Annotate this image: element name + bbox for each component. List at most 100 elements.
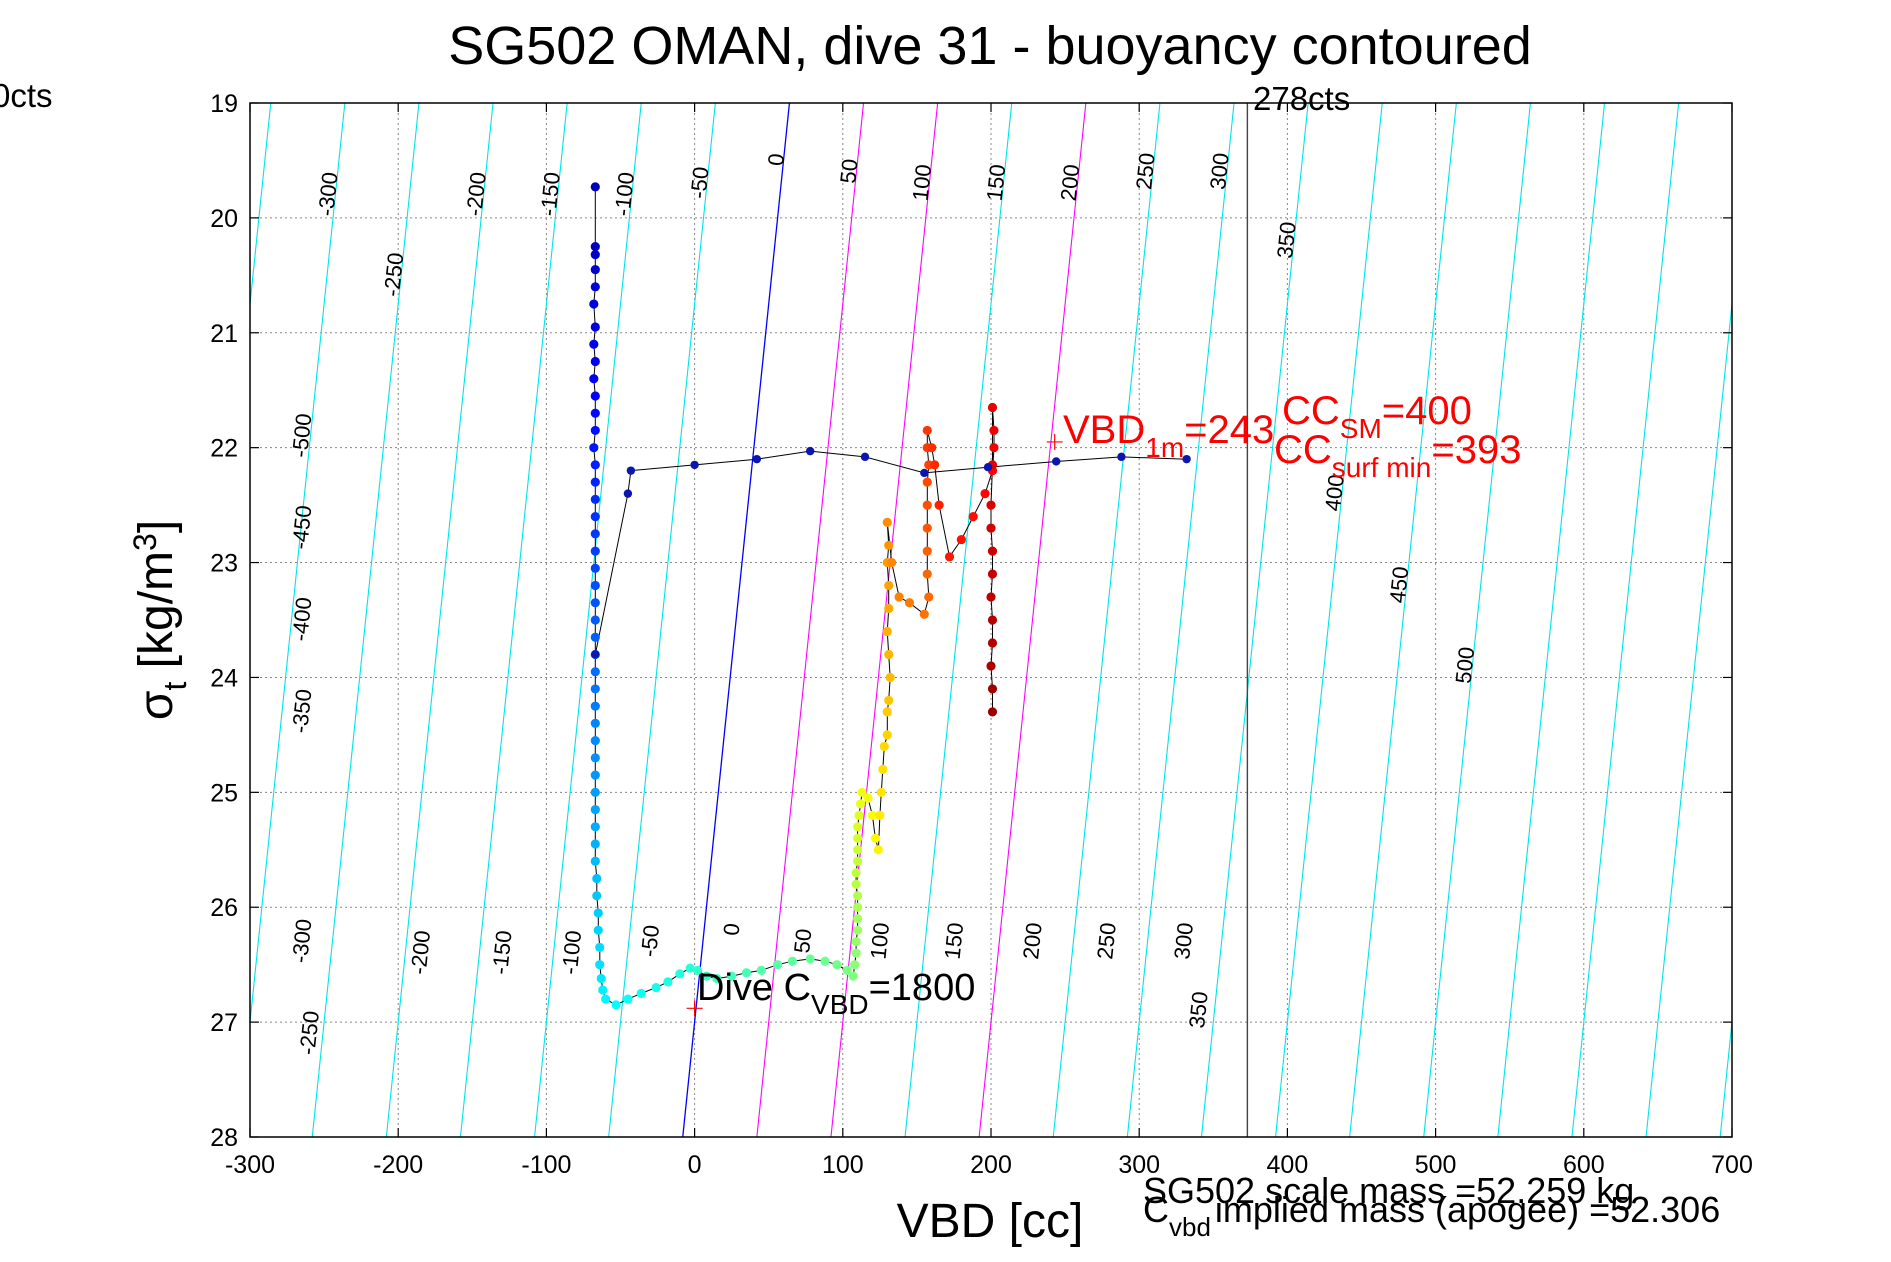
- surface-point: [752, 454, 762, 464]
- data-point: [884, 580, 894, 591]
- surface-point: [623, 489, 633, 498]
- y-axis-label: σt [kg/m3]: [127, 520, 193, 720]
- data-point: [712, 973, 722, 984]
- data-point: [590, 546, 600, 556]
- y-tick-label: 20: [210, 205, 238, 233]
- data-point: [989, 443, 999, 453]
- data-point: [589, 339, 599, 349]
- contour-label: -200: [461, 171, 490, 217]
- chart-title: SG502 OMAN, dive 31 - buoyancy contoured: [448, 16, 1532, 76]
- data-point: [590, 511, 600, 522]
- svg-text:CCsurf min=393: CCsurf min=393: [1274, 428, 1521, 483]
- vline-label: 278cts: [1253, 80, 1350, 117]
- contour-line: [311, 103, 420, 1137]
- contour-label: 0: [763, 152, 789, 167]
- x-axis-label: VBD [cc]: [897, 1195, 1084, 1248]
- contour-line: [1571, 103, 1680, 1137]
- data-point: [590, 615, 600, 625]
- data-point: [904, 598, 915, 608]
- data-point: [851, 948, 861, 958]
- data-point: [968, 511, 978, 522]
- contour-label: -50: [686, 166, 714, 200]
- contour-label: 150: [940, 921, 969, 960]
- svg-text:Dive CVBD=1800: Dive CVBD=1800: [697, 967, 975, 1020]
- contour-line: [1052, 103, 1161, 1137]
- data-point: [876, 787, 886, 797]
- data-point: [853, 891, 863, 901]
- surface-point: [983, 462, 993, 472]
- data-point: [756, 965, 766, 976]
- data-point: [590, 667, 600, 677]
- data-point: [590, 684, 600, 694]
- data-point: [853, 833, 863, 843]
- data-point: [987, 707, 998, 717]
- y-tick-label: 25: [210, 779, 238, 807]
- data-point: [596, 973, 606, 984]
- contour-label: 400: [1320, 473, 1349, 512]
- data-point: [853, 845, 863, 855]
- contour-label: -100: [557, 929, 586, 975]
- surface-point: [920, 468, 929, 478]
- data-point: [987, 615, 998, 625]
- data-point: [772, 960, 783, 970]
- x-tick-label: 600: [1563, 1151, 1605, 1179]
- data-point: [987, 638, 998, 648]
- data-point: [873, 845, 883, 855]
- dive-c-label: Dive C: [697, 967, 811, 1009]
- svg-text:CCSM=400: CCSM=400: [1282, 389, 1472, 444]
- data-point: [595, 960, 605, 970]
- x-tick-label: 400: [1267, 1151, 1309, 1179]
- data-point: [787, 956, 798, 966]
- contour-line: [250, 103, 346, 1028]
- contour-label: 300: [1205, 152, 1234, 191]
- vbd-1m-label: VBD: [1063, 408, 1145, 452]
- data-point: [863, 793, 873, 803]
- x-tick-label: 700: [1711, 1151, 1753, 1179]
- vbd-1m-sub: 1m: [1145, 432, 1184, 463]
- dive-c-sub: VBD: [811, 989, 869, 1020]
- y-tick-label: 23: [210, 550, 238, 578]
- y-tick-label: 27: [210, 1009, 238, 1037]
- data-point: [590, 580, 600, 591]
- data-point: [853, 914, 863, 924]
- data-point: [842, 965, 852, 976]
- vbd-1m-value: =243: [1184, 408, 1274, 452]
- contour-label: 200: [1018, 921, 1047, 960]
- data-point: [980, 489, 990, 499]
- data-point: [590, 494, 600, 504]
- data-point: [590, 701, 600, 711]
- data-point: [598, 985, 608, 995]
- data-point: [987, 569, 998, 579]
- contour-label: -50: [636, 924, 664, 958]
- data-point: [727, 971, 737, 981]
- x-tick-label: -300: [225, 1151, 275, 1179]
- cc-sm-label: CC: [1282, 389, 1340, 433]
- contour-label: 500: [1451, 646, 1480, 685]
- surface-point: [1117, 452, 1126, 462]
- contour-line: [1719, 1016, 1732, 1137]
- y-tick-label: 22: [210, 435, 238, 463]
- data-point: [884, 603, 894, 614]
- contour-label: -150: [536, 171, 565, 217]
- data-point: [636, 988, 646, 998]
- data-point: [894, 592, 904, 602]
- data-point: [593, 908, 603, 918]
- contour-label: 50: [835, 158, 862, 185]
- data-point: [944, 552, 955, 562]
- axis-ticks: -300 -200 -100 0 100 200 300 400 500 600 700192021…: [210, 90, 1753, 1179]
- corner-label: 0cts: [0, 77, 53, 114]
- contour-line: [1868, 103, 1891, 1137]
- data-point: [590, 322, 600, 332]
- footer-implied-mass: Cvbd implied mass (apogee) =52.306: [1143, 1189, 1720, 1242]
- svg-text:VBD1m=243: VBD1m=243: [1063, 408, 1274, 463]
- x-tick-label: 0: [688, 1151, 702, 1179]
- vbd-1m-annotation: VBD1m=243: [1063, 408, 1274, 463]
- data-point: [623, 994, 633, 1004]
- x-tick-label: -100: [521, 1151, 571, 1179]
- data-point: [590, 822, 600, 832]
- data-point: [590, 391, 600, 401]
- data-point: [956, 534, 966, 545]
- data-point: [882, 626, 892, 637]
- data-point: [590, 477, 600, 487]
- data-point: [922, 500, 932, 510]
